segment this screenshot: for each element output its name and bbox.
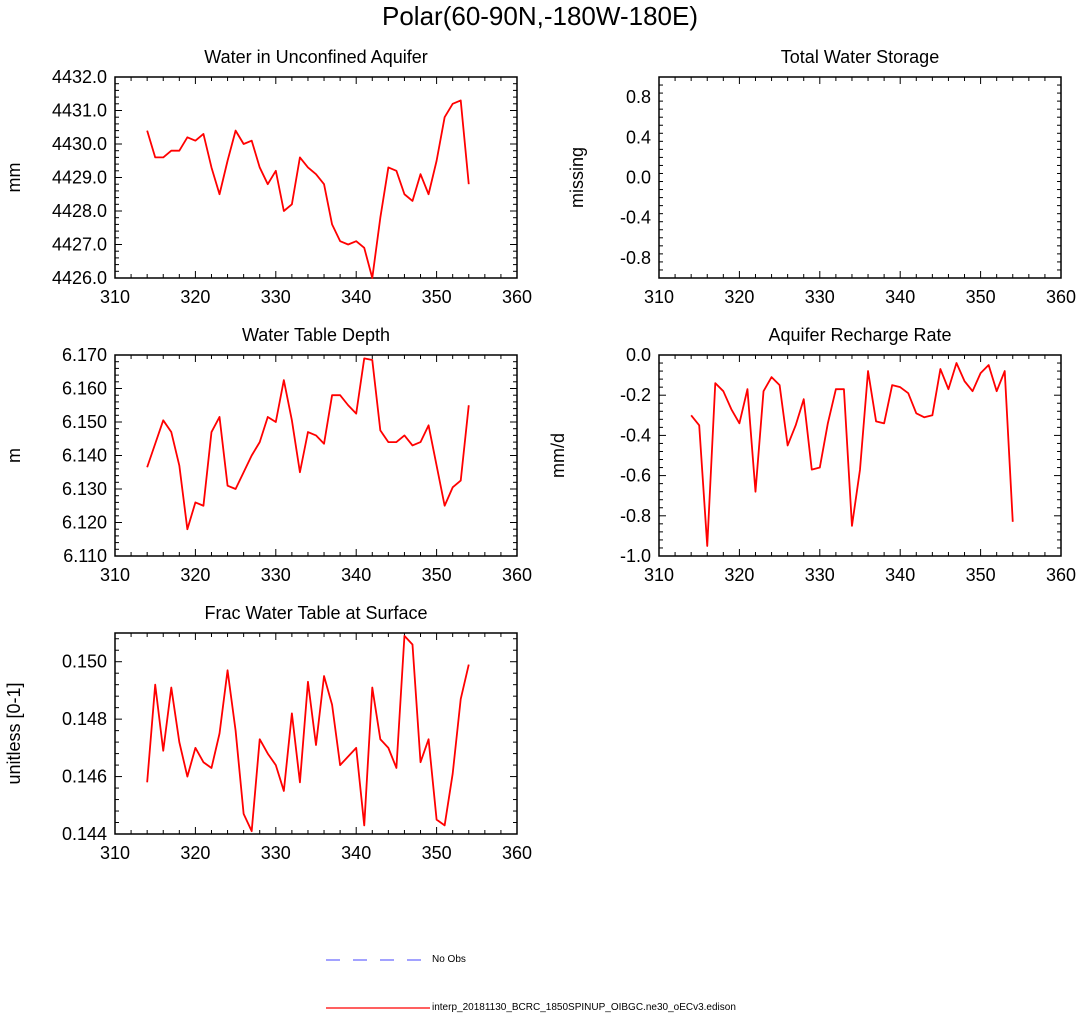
y-tick-label: 4429.0 [52,168,107,188]
x-tick-label: 320 [180,843,210,863]
y-tick-label: 0.150 [62,652,107,672]
panel-p1: Water in Unconfined Aquifer mm 310 320 330 34… [4,47,532,307]
x-tick-label: 310 [644,565,674,585]
panel-p3: Water Table Depth m 310 320 330 340 350 360 6.11… [4,325,532,585]
y-tick-label: 0.0 [626,345,651,365]
x-tick-label: 340 [341,287,371,307]
x-tick-label: 320 [724,565,754,585]
y-tick-label: -0.6 [620,466,651,486]
y-axis-label: mm [4,163,24,193]
y-tick-label: 4427.0 [52,235,107,255]
y-tick-label: 4428.0 [52,201,107,221]
legend-obs-label: No Obs [432,954,466,965]
y-tick-label: 0.146 [62,767,107,787]
x-tick-label: 350 [422,843,452,863]
x-tick-label: 330 [805,287,835,307]
x-tick-label: 360 [502,843,532,863]
plot-frame [114,632,518,835]
x-tick-label: 350 [966,565,996,585]
x-tick-label: 350 [966,287,996,307]
legend-obs-line [326,959,430,961]
plot-frame [114,76,518,279]
y-tick-label: 0.0 [626,168,651,188]
x-tick-label: 330 [805,565,835,585]
y-tick-label: 6.130 [62,479,107,499]
y-tick-label: 4430.0 [52,134,107,154]
x-tick-label: 310 [100,287,130,307]
x-tick-label: 340 [341,843,371,863]
x-tick-label: 330 [261,843,291,863]
y-tick-label: 0.4 [626,127,651,147]
y-tick-label: -0.2 [620,385,651,405]
panel-title: Water Table Depth [242,325,390,345]
panel-p5: Frac Water Table at Surface unitless [0-1… [4,603,532,863]
x-tick-label: 330 [261,287,291,307]
series-line [146,99,470,279]
y-tick-label: -0.4 [620,425,651,445]
x-tick-label: 320 [180,287,210,307]
x-tick-label: 350 [422,565,452,585]
y-tick-label: 6.140 [62,446,107,466]
panel-p2: Total Water Storage missing 310 320 330 340 35… [567,47,1076,307]
panel-title: Water in Unconfined Aquifer [204,47,427,67]
series-line [146,357,470,531]
y-tick-label: -0.8 [620,506,651,526]
y-axis-label: unitless [0-1] [4,682,24,784]
x-tick-label: 340 [885,565,915,585]
y-tick-label: 0.148 [62,709,107,729]
y-tick-label: 0.8 [626,87,651,107]
x-tick-label: 360 [1046,565,1076,585]
x-tick-label: 340 [341,565,371,585]
y-tick-label: -0.4 [620,208,651,228]
figure-title: Polar(60-90N,-180W-180E) [382,1,698,31]
x-tick-label: 360 [1046,287,1076,307]
x-tick-label: 350 [422,287,452,307]
plot-frame [114,354,518,557]
x-tick-label: 310 [100,565,130,585]
y-tick-label: 4432.0 [52,67,107,87]
x-tick-label: 360 [502,565,532,585]
panel-title: Frac Water Table at Surface [204,603,427,623]
y-tick-label: -0.8 [620,248,651,268]
x-tick-label: 320 [180,565,210,585]
panel-title: Total Water Storage [781,47,939,67]
x-tick-label: 320 [724,287,754,307]
y-tick-label: -1.0 [620,546,651,566]
y-axis-label: mm/d [548,433,568,478]
x-tick-label: 310 [644,287,674,307]
legend-model-line [326,1007,430,1009]
x-tick-label: 340 [885,287,915,307]
y-axis-label: m [4,448,24,463]
y-tick-label: 0.144 [62,824,107,844]
legend-model-label: interp_20181130_BCRC_1850SPINUP_OIBGC.ne… [432,1002,736,1013]
y-tick-label: 6.120 [62,513,107,533]
series-line [690,362,1014,547]
y-tick-label: 6.160 [62,379,107,399]
y-tick-label: 4426.0 [52,268,107,288]
y-tick-label: 6.110 [63,546,107,566]
plot-frame [658,354,1062,557]
y-axis-label: missing [567,147,587,208]
x-tick-label: 360 [502,287,532,307]
plot-frame [658,76,1062,279]
x-tick-label: 310 [100,843,130,863]
x-tick-label: 330 [261,565,291,585]
y-tick-label: 4431.0 [52,101,107,121]
panel-title: Aquifer Recharge Rate [768,325,951,345]
panel-p4: Aquifer Recharge Rate mm/d 310 320 330 340 350… [548,325,1076,585]
series-line [146,634,470,833]
y-tick-label: 6.150 [62,412,107,432]
y-tick-label: 6.170 [62,345,107,365]
